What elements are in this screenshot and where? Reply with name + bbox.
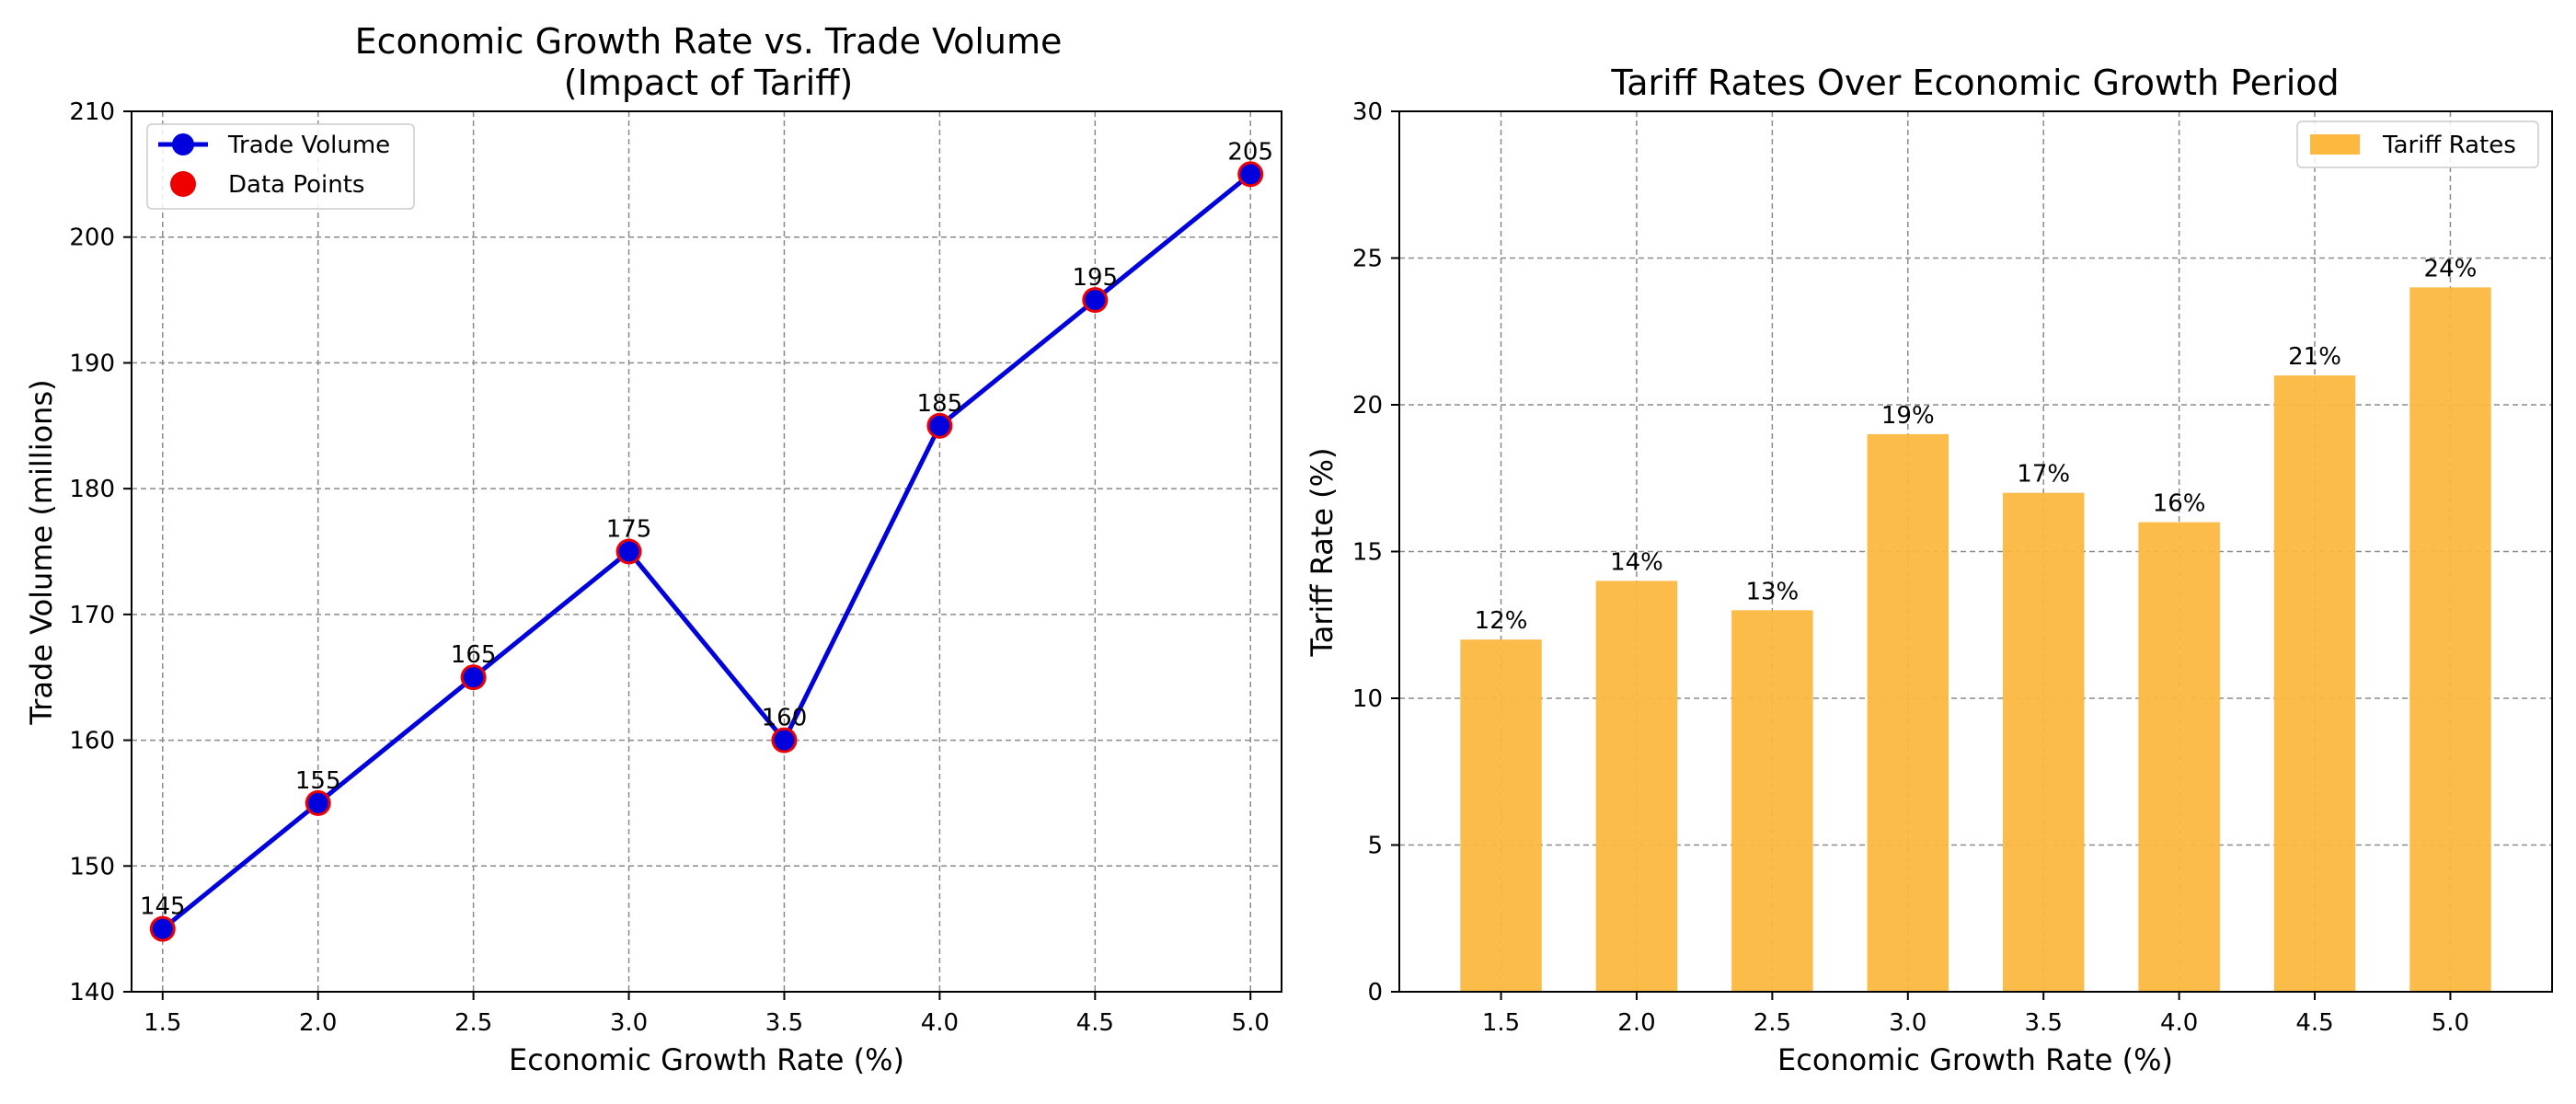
bar (1595, 581, 1678, 992)
legend-box (146, 123, 415, 210)
data-label: 17% (2017, 461, 2070, 489)
line-marker (152, 918, 173, 939)
grid-lines (132, 110, 1282, 993)
line-marker (1240, 164, 1261, 185)
legend: Tariff Rates (2296, 121, 2539, 168)
y-tick-label: 170 (69, 602, 115, 629)
x-tick-label: 5.0 (2432, 1009, 2469, 1037)
x-tick-label: 2.5 (1754, 1009, 1791, 1037)
y-tick-label: 15 (1352, 539, 1383, 567)
data-label: 175 (606, 516, 652, 544)
y-axis-label: Trade Volume (millions) (24, 379, 59, 725)
y-tick-label: 10 (1352, 685, 1383, 713)
x-tick-label: 4.5 (1076, 1009, 1114, 1037)
data-label: 155 (295, 767, 341, 795)
data-label: 145 (140, 893, 186, 921)
y-tick-label: 5 (1367, 833, 1383, 860)
line-marker (929, 415, 950, 436)
legend-label-data-points: Data Points (228, 171, 364, 199)
legend-line-marker (172, 133, 194, 155)
line-marker (618, 541, 639, 562)
x-tick-label: 4.0 (2160, 1009, 2198, 1037)
line-marker (463, 667, 484, 688)
chart-title-line2: (Impact of Tariff) (564, 63, 853, 103)
data-label: 16% (2153, 490, 2206, 518)
line-marker (1085, 290, 1106, 311)
y-tick-label: 150 (69, 853, 115, 880)
bar (2002, 492, 2085, 992)
data-label: 13% (1745, 578, 1799, 605)
x-tick-label: 5.0 (1232, 1009, 1270, 1037)
data-label: 205 (1227, 138, 1273, 166)
y-axis-label: Tariff Rate (%) (1305, 447, 1340, 657)
data-label: 14% (1610, 548, 1663, 576)
plot-area: 145 155 165 175 160 185 195 205 (140, 138, 1273, 942)
y-tick-label: 180 (69, 476, 115, 503)
x-tick-label: 1.5 (1482, 1009, 1520, 1037)
data-label: 165 (451, 641, 497, 669)
x-tick-label: 4.5 (2295, 1009, 2333, 1037)
data-label: 195 (1072, 264, 1118, 292)
bar (1460, 639, 1542, 992)
x-tick-label: 3.5 (765, 1009, 803, 1037)
x-tick-label: 2.0 (299, 1009, 337, 1037)
y-tick-label: 160 (69, 728, 115, 755)
x-tick-label: 4.0 (921, 1009, 959, 1037)
legend-label-trade-volume: Trade Volume (227, 132, 390, 159)
legend-box (2296, 121, 2539, 168)
y-tick-label: 30 (1352, 98, 1383, 126)
bar (2273, 375, 2356, 993)
chart-title: Tariff Rates Over Economic Growth Period (1610, 63, 2339, 103)
data-label: 185 (917, 390, 963, 418)
x-tick-label: 2.0 (1617, 1009, 1655, 1037)
data-label: 12% (1475, 607, 1528, 635)
axis-ticks: 0 5 10 15 20 25 30 1.5 2.0 2.5 3.0 3.5 4.0 4.5 5.0 (1352, 98, 2469, 1037)
series-line-trade-volume (161, 172, 1252, 931)
data-label: 24% (2424, 255, 2478, 282)
axis-ticks: 1.5 2.0 2.5 3.0 3.5 4.0 4.5 5.0 140 150 160 170 180 1… (69, 98, 1270, 1037)
x-axis-label: Economic Growth Rate (%) (509, 1042, 904, 1077)
x-tick-label: 3.0 (1889, 1009, 1926, 1037)
bar (2138, 522, 2220, 992)
bar (1867, 433, 1949, 992)
legend-label-tariff-rates: Tariff Rates (2382, 132, 2516, 159)
axes-frame (131, 110, 1282, 993)
y-tick-label: 210 (69, 98, 115, 126)
data-label: 160 (762, 705, 808, 732)
bar (1731, 610, 1813, 992)
legend: Trade Volume Data Points (146, 123, 415, 210)
x-tick-label: 3.0 (610, 1009, 648, 1037)
y-tick-label: 20 (1352, 392, 1383, 420)
x-tick-label: 1.5 (144, 1009, 181, 1037)
y-tick-label: 190 (69, 350, 115, 377)
data-label: 21% (2288, 343, 2341, 371)
chart-title-line1: Economic Growth Rate vs. Trade Volume (355, 21, 1063, 62)
y-tick-label: 200 (69, 224, 115, 252)
legend-scatter-marker (170, 171, 196, 197)
x-tick-label: 2.5 (454, 1009, 492, 1037)
trade-volume-chart: Economic Growth Rate vs. Trade Volume (I… (24, 21, 1282, 1077)
legend-bar-swatch (2310, 134, 2360, 155)
tariff-rates-chart: Tariff Rates Over Economic Growth Period… (1305, 63, 2553, 1077)
plot-area: 12% 14% 13% 19% 17% 16% 21% 24% (1460, 255, 2491, 993)
y-tick-label: 140 (69, 979, 115, 1006)
grid-lines (1399, 110, 2552, 993)
line-marker (307, 792, 328, 813)
line-marker (774, 730, 795, 751)
y-tick-label: 0 (1367, 979, 1383, 1006)
x-axis-label: Economic Growth Rate (%) (1777, 1042, 2173, 1077)
data-label: 19% (1881, 402, 1935, 430)
bar (2409, 287, 2491, 992)
y-tick-label: 25 (1352, 246, 1383, 273)
x-tick-label: 3.5 (2025, 1009, 2063, 1037)
